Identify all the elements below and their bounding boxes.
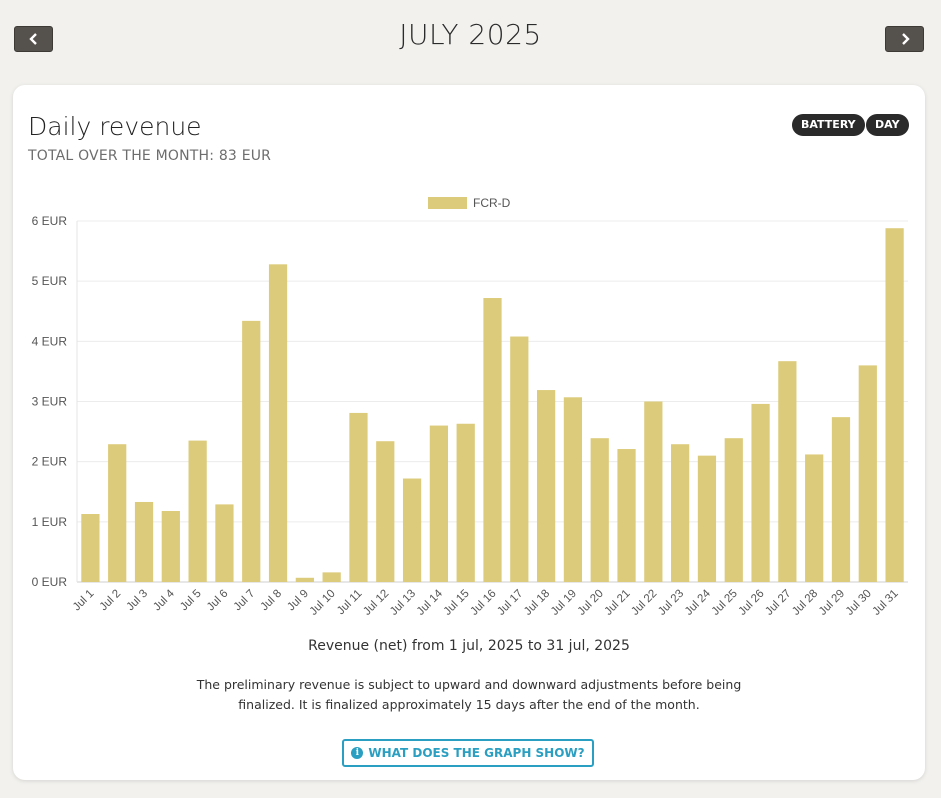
next-month-button[interactable] (885, 26, 924, 52)
bar-jul-31[interactable] (885, 228, 904, 582)
chevron-right-icon (901, 33, 910, 45)
bar-jul-18[interactable] (536, 390, 556, 582)
bar-jul-27[interactable] (778, 361, 797, 582)
x-tick-label: Jul 19 (549, 588, 579, 618)
bar-jul-13[interactable] (402, 478, 422, 582)
x-tick-label: Jul 13 (388, 588, 418, 618)
help-button-label: WHAT DOES THE GRAPH SHOW? (368, 746, 585, 760)
x-tick-label: Jul 29 (817, 588, 847, 618)
revenue-chart: 0 EUR 1 EUR 2 EUR 3 EUR 4 EUR 5 EUR 6 EUR Jul 1… (32, 214, 908, 618)
bar-jul-16[interactable] (483, 298, 502, 582)
bar-jul-10[interactable] (322, 572, 341, 582)
bar-jul-6[interactable] (215, 504, 234, 582)
legend-swatch (428, 197, 467, 209)
bar-jul-12[interactable] (376, 441, 395, 582)
battery-badge[interactable]: BATTERY (792, 114, 865, 136)
bar-jul-11[interactable] (349, 412, 368, 582)
x-tick-label: Jul 26 (737, 588, 767, 618)
x-tick-label: Jul 12 (361, 588, 391, 618)
note-line-1: The preliminary revenue is subject to up… (196, 677, 742, 692)
x-tick-label: Jul 20 (576, 588, 606, 618)
x-tick-label: Jul 23 (656, 588, 686, 618)
bar-jul-25[interactable] (724, 438, 743, 582)
x-tick-label: Jul 31 (871, 588, 901, 618)
monthly-total: TOTAL OVER THE MONTH: 83 EUR (28, 148, 272, 164)
bar-jul-7[interactable] (242, 320, 261, 582)
x-tick-label: Jul 5 (178, 588, 204, 614)
x-tick-label: Jul 10 (308, 588, 338, 618)
bar-jul-15[interactable] (456, 423, 475, 582)
bar-jul-30[interactable] (858, 365, 877, 582)
x-tick-label: Jul 16 (468, 588, 498, 618)
x-tick-label: Jul 18 (522, 588, 552, 618)
bar-jul-5[interactable] (188, 440, 207, 582)
x-tick-label: Jul 21 (602, 588, 632, 618)
revenue-card: Daily revenue TOTAL OVER THE MONTH: 83 E… (13, 85, 925, 780)
x-tick-label: Jul 11 (335, 588, 365, 618)
bar-jul-20[interactable] (590, 438, 609, 582)
bar-jul-29[interactable] (831, 417, 851, 582)
bar-jul-3[interactable] (134, 501, 154, 582)
bar-jul-9[interactable] (295, 577, 314, 582)
bar-jul-22[interactable] (644, 401, 663, 583)
chevron-left-icon (28, 33, 37, 45)
y-tick-label: 4 EUR (32, 334, 68, 348)
bar-jul-17[interactable] (510, 336, 529, 582)
bar-jul-2[interactable] (108, 444, 127, 582)
x-tick-label: Jul 17 (495, 588, 525, 618)
x-tick-label: Jul 25 (710, 588, 740, 618)
x-tick-label: Jul 27 (763, 588, 793, 618)
x-tick-label: Jul 8 (259, 588, 285, 614)
note-line-2: finalized. It is finalized approximately… (238, 697, 700, 712)
y-tick-label: 0 EUR (32, 575, 68, 589)
x-tick-label: Jul 1 (71, 588, 97, 614)
card-title: Daily revenue (28, 112, 202, 141)
x-tick-label: Jul 3 (124, 588, 150, 614)
bar-jul-14[interactable] (429, 425, 449, 582)
bar-jul-1[interactable] (81, 514, 100, 582)
day-badge[interactable]: DAY (866, 114, 909, 136)
y-tick-label: 3 EUR (32, 395, 68, 409)
bar-jul-24[interactable] (697, 455, 717, 582)
y-tick-label: 5 EUR (32, 274, 68, 288)
x-tick-label: Jul 24 (683, 587, 714, 618)
x-tick-label: Jul 15 (442, 588, 472, 618)
x-tick-label: Jul 4 (151, 587, 177, 613)
x-tick-label: Jul 14 (415, 587, 446, 618)
prev-month-button[interactable] (14, 26, 53, 52)
y-tick-label: 6 EUR (32, 214, 68, 228)
what-graph-shows-button[interactable]: i WHAT DOES THE GRAPH SHOW? (342, 739, 594, 767)
bar-jul-21[interactable] (617, 449, 636, 582)
chart-caption: Revenue (net) from 1 jul, 2025 to 31 jul… (308, 638, 630, 654)
bar-jul-19[interactable] (563, 397, 583, 582)
bar-jul-4[interactable] (161, 511, 180, 582)
bar-jul-23[interactable] (671, 444, 690, 582)
x-tick-label: Jul 7 (232, 588, 258, 614)
bar-jul-26[interactable] (751, 403, 770, 582)
y-tick-label: 1 EUR (32, 515, 68, 529)
month-title: JULY 2025 (399, 18, 542, 51)
x-tick-label: Jul 6 (205, 588, 231, 614)
x-tick-label: Jul 28 (790, 588, 820, 618)
chart-legend[interactable]: FCR-D (428, 196, 510, 210)
bar-jul-8[interactable] (268, 264, 288, 582)
x-tick-label: Jul 30 (844, 588, 874, 618)
x-tick-label: Jul 2 (98, 588, 124, 614)
bar-jul-28[interactable] (805, 454, 824, 582)
info-icon: i (351, 747, 364, 759)
legend-label: FCR-D (473, 196, 511, 210)
y-tick-label: 2 EUR (32, 455, 68, 469)
disclaimer-note: The preliminary revenue is subject to up… (169, 675, 769, 715)
x-tick-label: Jul 22 (629, 588, 659, 618)
